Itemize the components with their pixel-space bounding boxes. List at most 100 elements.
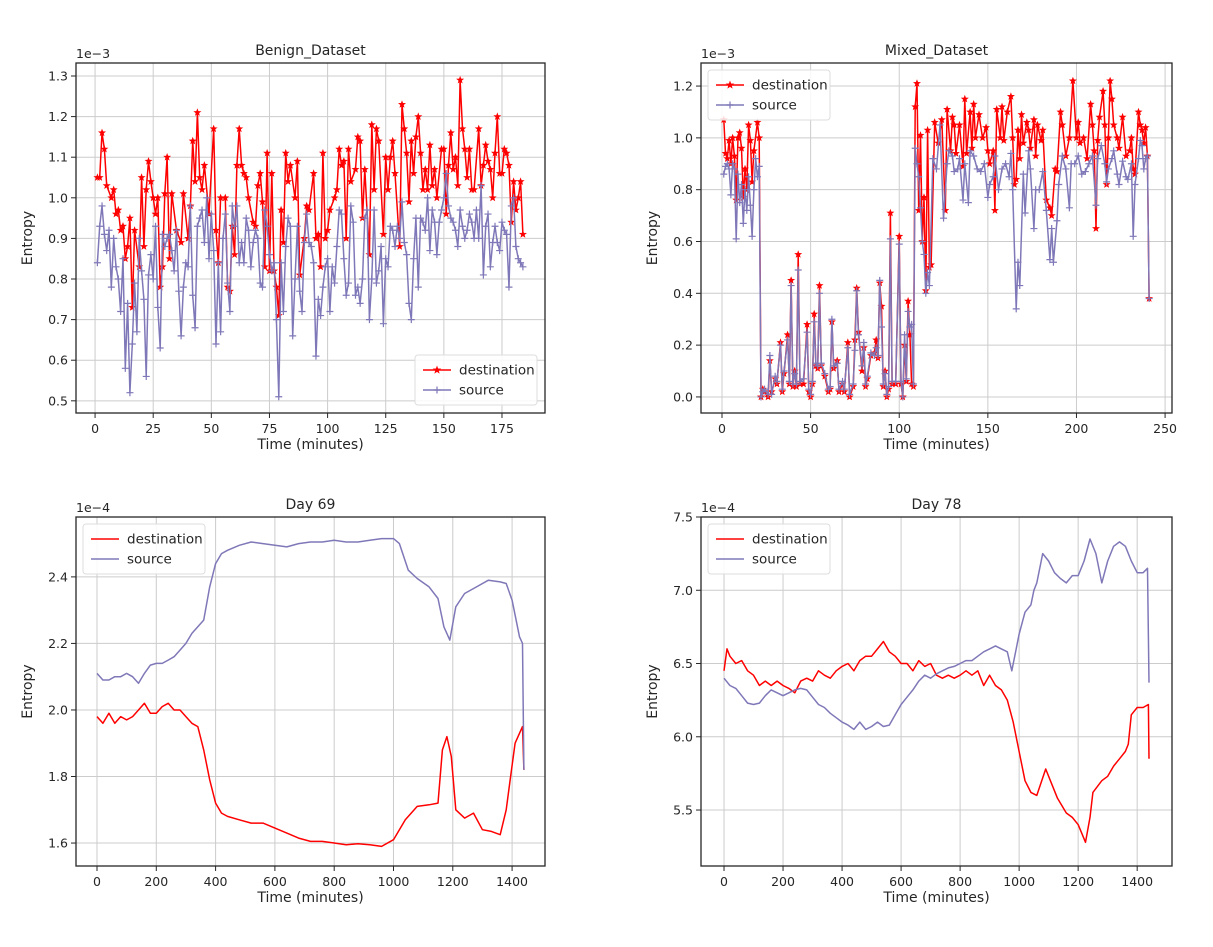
data-point-destination — [1076, 138, 1084, 147]
data-point-destination — [209, 124, 218, 133]
data-point-destination — [753, 118, 762, 126]
data-point-source — [147, 251, 155, 259]
x-tick-label: 1200 — [1062, 874, 1094, 889]
data-point-destination — [425, 140, 434, 149]
data-point-source — [948, 152, 956, 160]
data-point-source — [103, 247, 111, 255]
data-point-source — [920, 250, 928, 258]
data-point-destination — [1015, 154, 1024, 162]
data-point-destination — [346, 177, 355, 185]
data-point-source — [238, 238, 246, 246]
plot-area — [96, 537, 525, 848]
legend-label: destination — [127, 532, 203, 548]
data-point-destination — [139, 242, 148, 250]
x-tick-label: 200 — [771, 874, 795, 889]
data-point-source — [428, 206, 436, 214]
data-point-destination — [937, 115, 946, 124]
x-tick-label: 75 — [262, 421, 278, 436]
x-tick-label: 800 — [948, 874, 972, 889]
data-point-destination — [456, 75, 465, 84]
data-point-source — [924, 269, 932, 277]
data-point-source — [1053, 217, 1061, 225]
data-point-source — [846, 390, 854, 398]
data-point-source — [851, 346, 859, 354]
data-point-destination — [407, 136, 416, 145]
data-point-destination — [386, 153, 395, 161]
data-point-source — [752, 155, 760, 163]
data-point-source — [372, 279, 380, 287]
legend-plus-marker-icon — [726, 101, 734, 109]
data-point-source — [826, 383, 834, 391]
data-point-destination — [442, 209, 451, 218]
data-point-destination — [251, 222, 260, 230]
data-point-source — [152, 222, 160, 230]
data-point-destination — [323, 226, 332, 234]
data-point-source — [720, 170, 728, 178]
data-point-destination — [1058, 120, 1067, 129]
data-point-source — [338, 210, 346, 218]
data-point-destination — [198, 185, 206, 194]
data-point-source — [105, 226, 113, 234]
data-point-source — [1021, 209, 1029, 217]
data-point-destination — [126, 213, 134, 222]
legend-label: source — [459, 383, 504, 399]
data-point-destination — [518, 230, 527, 238]
data-point-source — [500, 226, 508, 234]
data-point-source — [1049, 258, 1057, 266]
data-point-source — [1136, 136, 1144, 144]
data-point-source — [293, 222, 301, 230]
data-point-source — [897, 377, 905, 385]
data-point-source — [755, 162, 763, 170]
data-point-source — [491, 222, 499, 230]
data-point-destination — [500, 144, 509, 153]
data-point-source — [479, 271, 487, 279]
legend-label: destination — [752, 78, 828, 94]
data-point-destination — [453, 181, 462, 189]
data-point-destination — [967, 144, 976, 152]
data-point-destination — [815, 281, 824, 289]
data-point-source — [517, 259, 525, 267]
data-point-destination — [505, 161, 513, 169]
data-point-source — [256, 279, 264, 287]
data-point-source — [384, 263, 392, 271]
y-tick-label: 5.5 — [673, 803, 693, 818]
data-point-destination — [1095, 112, 1104, 121]
series-line-source — [96, 537, 525, 770]
data-point-source — [743, 206, 751, 214]
data-point-source — [110, 234, 118, 242]
data-point-destination — [344, 144, 353, 153]
data-point-source — [172, 226, 180, 234]
data-point-source — [484, 210, 492, 218]
data-point-destination — [1083, 154, 1092, 162]
data-point-destination — [342, 234, 351, 242]
data-point-destination — [1045, 203, 1054, 212]
x-tick-label: 1000 — [378, 874, 410, 889]
data-point-destination — [379, 230, 388, 238]
data-point-source — [732, 235, 740, 243]
data-point-source — [124, 299, 132, 307]
data-point-destination — [398, 100, 406, 108]
data-point-destination — [1136, 120, 1145, 129]
data-point-source — [203, 194, 211, 202]
data-point-source — [844, 344, 852, 352]
data-point-destination — [914, 206, 923, 214]
data-point-source — [737, 181, 745, 189]
data-point-source — [186, 202, 194, 210]
data-point-destination — [960, 94, 969, 103]
x-tick-label: 400 — [204, 874, 228, 889]
x-tick-label: 0 — [718, 421, 726, 436]
data-point-source — [233, 202, 241, 210]
data-point-source — [895, 240, 903, 248]
data-point-source — [438, 206, 446, 214]
data-point-source — [876, 276, 884, 284]
data-point-source — [810, 318, 818, 326]
data-point-destination — [95, 173, 104, 181]
data-point-source — [377, 243, 385, 251]
data-point-destination — [1092, 224, 1100, 232]
data-point-source — [839, 377, 847, 385]
data-point-destination — [372, 124, 381, 133]
data-point-source — [830, 362, 838, 370]
data-point-source — [175, 287, 183, 295]
data-point-destination — [277, 205, 286, 214]
data-point-source — [182, 259, 190, 267]
